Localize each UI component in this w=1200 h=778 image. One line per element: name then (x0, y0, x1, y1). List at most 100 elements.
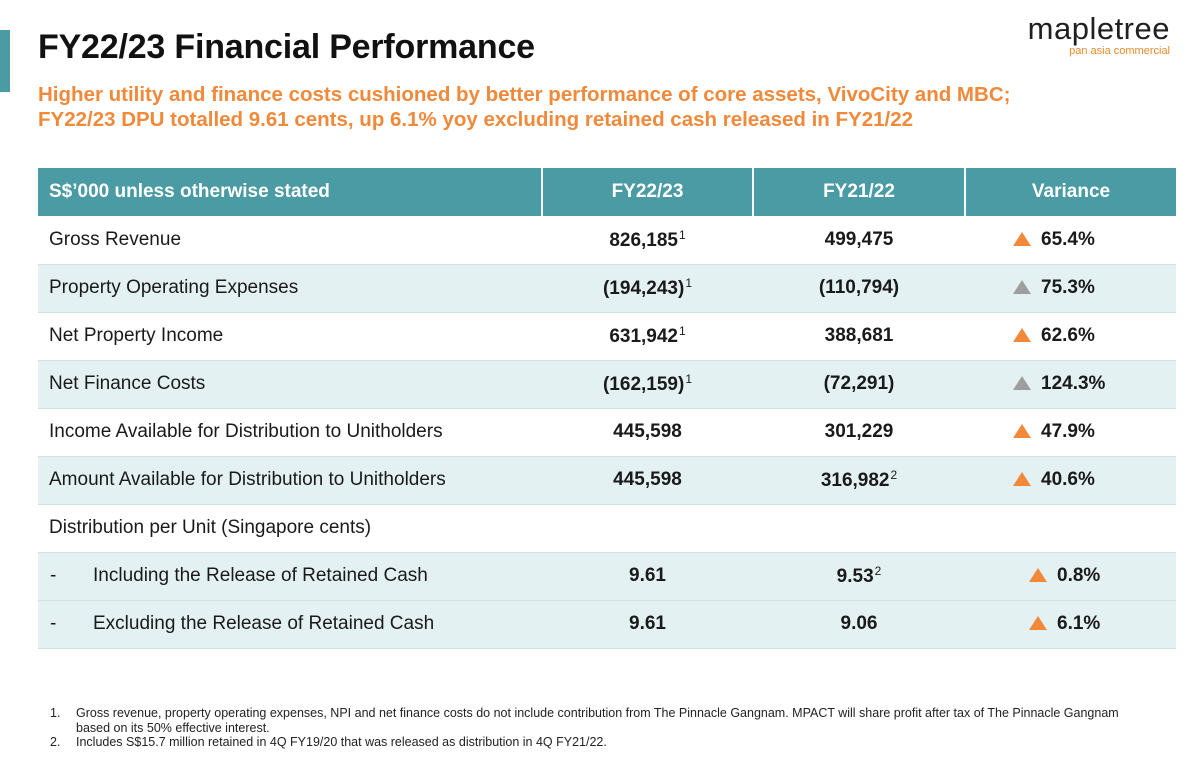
row-label: Net Finance Costs (38, 360, 542, 409)
fy2223-cell-value: 9.61 (629, 565, 666, 586)
table-row: Property Operating Expenses (194,243)1 (11… (38, 264, 1176, 313)
fy2122-cell: (72,291) (753, 360, 965, 409)
fy2122-cell: 9.532 (753, 552, 965, 601)
mapletree-logo: mapletree pan asia commercial (1027, 11, 1170, 58)
variance-wrap: 62.6% (1013, 325, 1095, 347)
fy2122-cell: 316,9822 (753, 456, 965, 505)
up-arrow-icon (1013, 376, 1031, 390)
footnotes: 1. Gross revenue, property operating exp… (50, 706, 1150, 750)
table-header-row: S$’000 unless otherwise stated FY22/23 F… (38, 168, 1176, 216)
fy2122-cell-value: (110,794) (818, 277, 900, 298)
footnote-text: Includes S$15.7 million retained in 4Q F… (76, 735, 607, 749)
empty-cell (753, 504, 965, 553)
fy2223-cell: 445,598 (542, 408, 753, 457)
variance-value: 47.9% (1041, 421, 1095, 442)
fy2122-cell-value: 9.53 (836, 566, 874, 587)
page-title: FY22/23 Financial Performance (38, 28, 535, 66)
footnote-ref: 2 (890, 468, 898, 482)
table-row: Net Property Income 631,9421 388,681 62.6% (38, 312, 1176, 361)
header-fy2122: FY21/22 (753, 168, 966, 216)
up-arrow-icon (1013, 328, 1031, 342)
table-row: Gross Revenue 826,1851 499,475 65.4% (38, 216, 1176, 265)
footnote-number: 1. (50, 706, 61, 720)
empty-cell (542, 504, 753, 553)
fy2223-cell: (162,159)1 (542, 360, 753, 409)
variance-cell: 40.6% (965, 456, 1176, 505)
table-row: Amount Available for Distribution to Uni… (38, 456, 1176, 505)
variance-wrap: 0.8% (1029, 565, 1100, 587)
fy2122-cell-value: 388,681 (824, 325, 894, 346)
up-arrow-icon (1029, 616, 1047, 630)
footnote-ref: 1 (685, 372, 693, 386)
fy2223-cell-value: 445,598 (613, 421, 682, 442)
footnote-ref: 2 (874, 564, 882, 578)
footnote-text: Gross revenue, property operating expens… (76, 706, 1119, 735)
variance-wrap: 47.9% (1013, 421, 1095, 443)
dpu-row: - Including the Release of Retained Cash 9… (38, 552, 1176, 601)
subtitle-line-1: Higher utility and finance costs cushion… (38, 83, 1011, 106)
fy2223-cell: 826,1851 (542, 216, 753, 265)
variance-value: 124.3% (1041, 373, 1106, 394)
fy2223-cell-value: (194,243) (602, 278, 685, 299)
logo-wordmark: mapletree (1027, 11, 1170, 46)
up-arrow-icon (1013, 472, 1031, 486)
financial-performance-table: S$’000 unless otherwise stated FY22/23 F… (38, 168, 1176, 649)
variance-wrap: 40.6% (1013, 469, 1095, 491)
fy2223-cell: (194,243)1 (542, 264, 753, 313)
fy2223-cell-value: (162,159) (602, 374, 685, 395)
fy2223-cell-value: 631,942 (609, 326, 678, 347)
fy2122-cell: (110,794) (753, 264, 965, 313)
dpu-row-label: Including the Release of Retained Cash (93, 565, 428, 586)
dpu-row-label: Excluding the Release of Retained Cash (93, 613, 435, 634)
variance-cell: 75.3% (965, 264, 1176, 313)
fy2122-cell: 301,229 (753, 408, 965, 457)
variance-value: 0.8% (1057, 565, 1101, 586)
variance-cell: 124.3% (965, 360, 1176, 409)
fy2122-cell: 9.06 (753, 600, 965, 649)
footnote-2: 2. Includes S$15.7 million retained in 4… (50, 735, 1150, 750)
fy2223-cell-value: 826,185 (609, 229, 678, 251)
variance-wrap: 6.1% (1029, 613, 1100, 635)
fy2122-cell-value: (72,291) (823, 373, 895, 394)
header-fy2223: FY22/23 (542, 168, 754, 216)
row-label: Gross Revenue (38, 216, 542, 265)
empty-cell (965, 504, 1176, 553)
subtitle-line-2: FY22/23 DPU totalled 9.61 cents, up 6.1%… (38, 108, 914, 131)
logo-tagline: pan asia commercial (1069, 45, 1170, 57)
dpu-row: - Excluding the Release of Retained Cash 9… (38, 600, 1176, 649)
row-label: Net Property Income (38, 312, 542, 361)
footnote-ref: 1 (679, 324, 686, 338)
variance-wrap: 124.3% (1013, 373, 1105, 395)
variance-cell: 62.6% (965, 312, 1176, 361)
variance-cell: 6.1% (965, 600, 1176, 649)
dpu-row-label-wrap: - Excluding the Release of Retained Cash (38, 613, 542, 635)
footnote-number: 2. (50, 735, 61, 749)
dpu-row-label-wrap: - Including the Release of Retained Cash (38, 565, 542, 587)
fy2223-cell: 631,9421 (542, 312, 753, 361)
up-arrow-icon (1013, 231, 1031, 246)
variance-value: 40.6% (1041, 469, 1095, 490)
variance-wrap: 75.3% (1013, 277, 1095, 299)
variance-value: 6.1% (1057, 613, 1101, 634)
dpu-section-label: Distribution per Unit (Singapore cents) (38, 504, 542, 553)
fy2122-cell-value: 316,982 (820, 470, 890, 491)
dpu-section-row: Distribution per Unit (Singapore cents) (38, 504, 1176, 553)
fy2122-cell-value: 9.06 (840, 613, 878, 634)
fy2223-cell-value: 445,598 (613, 469, 682, 490)
fy2122-cell: 388,681 (753, 312, 965, 361)
dash-bullet: - (50, 613, 57, 634)
fy2223-cell: 9.61 (542, 552, 753, 601)
footnote-ref: 1 (685, 276, 693, 290)
dash-bullet: - (50, 565, 57, 586)
variance-cell: 65.4% (965, 216, 1176, 265)
variance-wrap: 65.4% (1013, 229, 1095, 251)
dpu-row-label-cell: - Including the Release of Retained Cash (38, 552, 542, 601)
dpu-row-label-cell: - Excluding the Release of Retained Cash (38, 600, 542, 649)
variance-cell: 47.9% (965, 408, 1176, 457)
row-label: Income Available for Distribution to Uni… (38, 408, 542, 457)
up-arrow-icon (1029, 568, 1047, 582)
fy2223-cell: 9.61 (542, 600, 753, 649)
fy2122-cell: 499,475 (753, 216, 965, 265)
fy2122-cell-value: 499,475 (824, 228, 894, 250)
footnote-ref: 1 (679, 227, 686, 242)
